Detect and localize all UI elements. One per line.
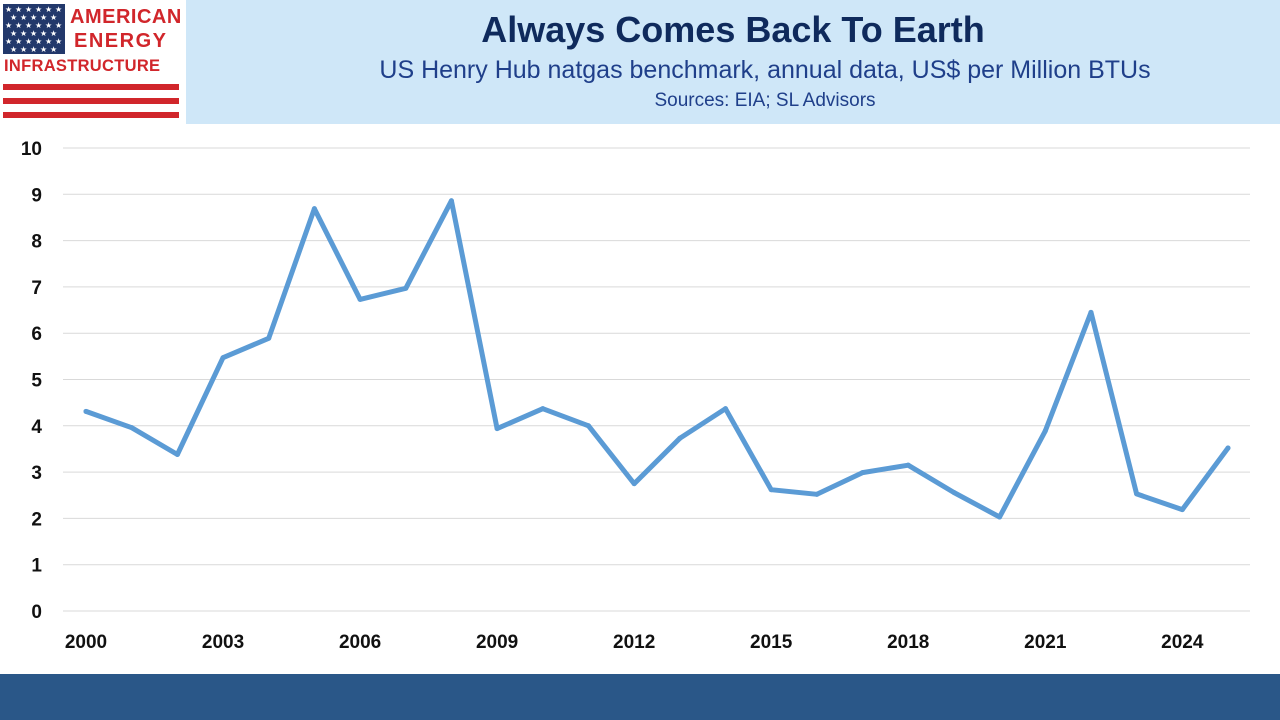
header-band	[186, 0, 1280, 124]
y-tick-label: 6	[31, 324, 42, 345]
data-point	[768, 487, 774, 493]
logo-text-line1: AMERICAN	[70, 6, 182, 28]
flag-star-icon: ★	[10, 29, 18, 38]
data-point	[1225, 445, 1231, 451]
flag-star-icon: ★	[10, 45, 18, 54]
flag-star-icon: ★	[40, 45, 48, 54]
chart-source: Sources: EIA; SL Advisors	[654, 90, 876, 111]
flag-star-icon: ★	[15, 37, 23, 46]
flag-star-icon: ★	[10, 13, 18, 22]
flag-star-icon: ★	[15, 5, 23, 14]
y-tick-label: 9	[31, 185, 42, 206]
data-point	[1088, 309, 1094, 315]
data-point	[1134, 491, 1140, 497]
data-point	[311, 206, 317, 212]
y-tick-label: 3	[31, 463, 42, 484]
y-tick-label: 7	[31, 278, 42, 299]
footer-bar	[0, 674, 1280, 720]
flag-star-icon: ★	[50, 29, 58, 38]
flag-star-icon: ★	[55, 21, 63, 30]
flag-star-icon: ★	[20, 45, 28, 54]
y-tick-label: 0	[31, 602, 42, 623]
flag-star-icon: ★	[30, 29, 38, 38]
data-point	[677, 435, 683, 441]
x-tick-label: 2000	[65, 632, 107, 653]
x-axis-ticks: 2000 2003 2006 2009 2012 2015 2018 2021 2024	[65, 632, 1204, 653]
x-tick-label: 2006	[339, 632, 381, 653]
x-tick-label: 2021	[1024, 632, 1067, 653]
chart-subtitle: US Henry Hub natgas benchmark, annual da…	[379, 56, 1151, 84]
y-tick-label: 2	[31, 509, 42, 530]
series-line-henry-hub	[83, 198, 1231, 520]
flag-star-icon: ★	[5, 21, 13, 30]
data-point	[357, 296, 363, 302]
data-point	[494, 426, 500, 432]
flag-star-icon: ★	[5, 5, 13, 14]
data-point	[174, 452, 180, 458]
flag-star-icon: ★	[30, 13, 38, 22]
y-tick-label: 1	[31, 556, 42, 577]
flag-star-icon: ★	[45, 5, 53, 14]
flag-star-icon: ★	[40, 13, 48, 22]
logo-stripe	[3, 98, 179, 104]
data-point	[448, 198, 454, 204]
y-tick-label: 8	[31, 232, 42, 253]
x-tick-label: 2009	[476, 632, 518, 653]
flag-star-icon: ★	[40, 29, 48, 38]
flag-star-icon: ★	[55, 37, 63, 46]
x-tick-label: 2024	[1161, 632, 1204, 653]
flag-star-icon: ★	[35, 21, 43, 30]
x-tick-label: 2015	[750, 632, 793, 653]
flag-star-icon: ★	[55, 5, 63, 14]
flag-star-icon: ★	[20, 13, 28, 22]
y-tick-label: 4	[31, 417, 42, 438]
flag-star-icon: ★	[45, 37, 53, 46]
chart-title: Always Comes Back To Earth	[481, 9, 985, 50]
data-point	[905, 462, 911, 468]
flag-star-icon: ★	[50, 13, 58, 22]
data-point	[83, 408, 89, 414]
data-point	[1179, 507, 1185, 513]
data-point	[403, 285, 409, 291]
logo-text-line2: ENERGY	[74, 30, 168, 52]
logo: ★ ★ ★ ★ ★ ★ ★ ★ ★ ★ ★ ★ ★ ★ ★ ★ ★ ★ ★ ★ ★ ★ ★ ★ ★ ★ ★ ★ ★ ★ ★ ★ ★ AMERIC…	[0, 0, 186, 124]
logo-flag-canton: ★ ★ ★ ★ ★ ★ ★ ★ ★ ★ ★ ★ ★ ★ ★ ★ ★ ★ ★ ★ ★ ★ ★ ★ ★ ★ ★ ★ ★ ★ ★ ★ ★	[3, 4, 65, 54]
flag-star-icon: ★	[20, 29, 28, 38]
y-tick-label: 5	[31, 371, 42, 392]
data-point	[997, 514, 1003, 520]
data-point	[540, 406, 546, 412]
gridlines	[63, 147, 1250, 612]
logo-stripe	[3, 84, 179, 90]
flag-star-icon: ★	[35, 37, 43, 46]
flag-star-icon: ★	[15, 21, 23, 30]
line-chart: 0 1 2 3 4 5 6 7 8 9 10 2000 2003 2006 2009 2012 2015 201…	[21, 139, 1250, 653]
data-point	[129, 425, 135, 431]
series-layer	[83, 198, 1231, 520]
flag-star-icon: ★	[5, 37, 13, 46]
y-axis-ticks: 0 1 2 3 4 5 6 7 8 9 10	[21, 139, 43, 623]
data-point	[585, 423, 591, 429]
flag-star-icon: ★	[35, 5, 43, 14]
data-point	[860, 470, 866, 476]
x-tick-label: 2003	[202, 632, 244, 653]
flag-star-icon: ★	[25, 37, 33, 46]
x-tick-label: 2012	[613, 632, 655, 653]
flag-star-icon: ★	[45, 21, 53, 30]
flag-star-icon: ★	[25, 5, 33, 14]
data-point	[220, 355, 226, 361]
flag-star-icon: ★	[50, 45, 58, 54]
data-point	[723, 406, 729, 412]
data-point	[814, 491, 820, 497]
flag-star-icon: ★	[25, 21, 33, 30]
data-point	[1042, 428, 1048, 434]
y-tick-label: 10	[21, 139, 42, 160]
logo-text-line3: INFRASTRUCTURE	[4, 57, 161, 75]
logo-stripe	[3, 112, 179, 118]
data-point	[266, 335, 272, 341]
data-point	[951, 489, 957, 495]
flag-star-icon: ★	[30, 45, 38, 54]
data-point	[631, 481, 637, 487]
x-tick-label: 2018	[887, 632, 929, 653]
